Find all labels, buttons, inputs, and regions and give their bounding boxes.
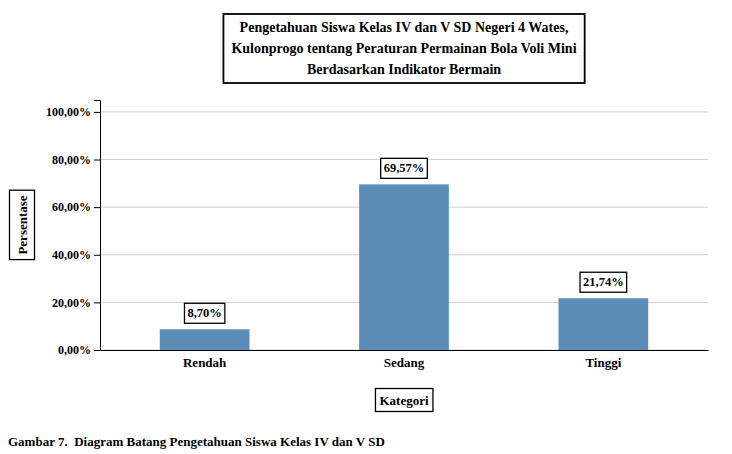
y-tick-mark [94,350,100,351]
x-axis-title-group: Kategori [375,389,432,412]
y-tick: 0,00% [58,343,100,357]
y-tick-label: 0,00% [58,343,91,357]
title: Berdasarkan Indikator Bermain [307,62,501,77]
bars [160,184,648,350]
y-tick: 40,00% [52,248,100,262]
y-tick-label: 100,00% [46,105,91,119]
data-label: 8,70% [187,306,221,320]
chart-container: 0,00% 20,00% 40,00% 60,00% 80,00% 100,00% Rend… [0,0,732,454]
y-tick: 60,00% [52,200,100,214]
y-tick: 80,00% [52,153,100,167]
y-tick: 100,00% [46,105,100,119]
data-label-group: 21,74% [580,272,627,292]
x-tick: Tinggi [585,355,621,370]
grid-line [100,111,708,112]
bar [160,329,250,350]
grid [100,112,708,350]
y-tick-label: 60,00% [52,200,91,214]
y-axis-title-group: Persentase [10,190,35,259]
bar [558,298,648,350]
y-tick-label: 20,00% [52,296,91,310]
data-label-group: 69,57% [381,158,428,178]
chart-svg: 0,00% 20,00% 40,00% 60,00% 80,00% 100,00% Rend… [0,0,732,454]
x-tick: Sedang [384,355,425,370]
x-axis-title: Kategori [379,393,428,408]
y-tick-mark [94,302,100,303]
y-tick-mark [94,112,100,113]
y-axis: 0,00% 20,00% 40,00% 60,00% 80,00% 100,00% [46,101,101,358]
y-tick: 20,00% [52,296,100,310]
x-tick-label: Rendah [183,355,227,370]
x-tick-label: Sedang [384,355,425,370]
data-label-box [381,158,428,178]
data-labels: 8,70% 69,57% 21,74% [184,158,626,323]
x-tick: Rendah [183,355,227,370]
bar [359,184,449,350]
data-label-box [184,303,224,323]
data-label: 69,57% [384,161,425,175]
y-tick-mark [94,160,100,161]
x-axis-line [101,350,709,351]
y-tick-label: 40,00% [52,248,91,262]
plot-area: 0,00% 20,00% 40,00% 60,00% 80,00% 100,00% Rend… [46,101,709,371]
y-axis-title-box [10,190,35,259]
title: Pengetahuan Siswa Kelas IV dan V SD Nege… [240,20,569,35]
x-axis: Rendah Sedang Tinggi [101,351,709,371]
title-group: Pengetahuan Siswa Kelas IV dan V SD Nege… [223,14,584,83]
title: Kulonprogo tentang Peraturan Permainan B… [231,41,576,56]
x-tick-label: Tinggi [585,355,621,370]
y-tick-mark [94,255,100,256]
y-tick-label: 80,00% [52,153,91,167]
data-label: 21,74% [583,275,624,289]
y-tick-mark [94,207,100,208]
title-box [223,14,584,83]
x-axis-title-box [375,389,432,412]
y-axis-line [94,101,101,351]
caption: Gambar 7. Diagram Batang Pengetahuan Sis… [8,434,385,449]
y-axis-title: Persentase [15,195,30,254]
data-label-box [580,272,627,292]
data-label-group: 8,70% [184,303,224,323]
